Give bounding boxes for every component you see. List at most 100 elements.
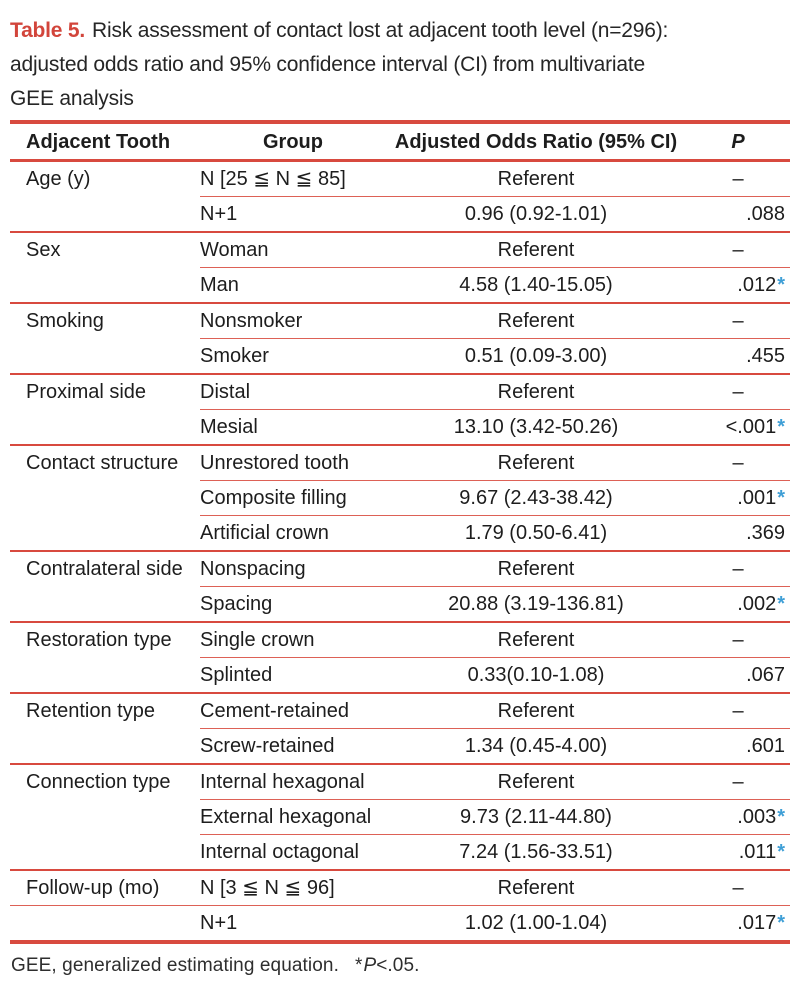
group-cell: N+1 bbox=[200, 905, 386, 940]
significance-star-icon: * bbox=[777, 416, 785, 438]
table-row: Contralateral side Nonspacing Referent – bbox=[10, 552, 790, 586]
factor-cell bbox=[10, 515, 200, 550]
p-value-cell: .011* bbox=[686, 834, 790, 869]
factor-cell bbox=[10, 196, 200, 231]
footnote-threshold: <.05. bbox=[376, 955, 420, 976]
odds-ratio-cell: Referent bbox=[497, 381, 575, 403]
group-cell: N+1 bbox=[200, 196, 386, 231]
odds-ratio-cell: Referent bbox=[497, 168, 575, 190]
factor-cell bbox=[10, 267, 200, 302]
p-value-cell: .017* bbox=[686, 905, 790, 940]
header-p-value: P bbox=[731, 131, 745, 153]
table-row: Mesial 13.10 (3.42-50.26) <.001* bbox=[10, 409, 790, 444]
group-cell: Internal hexagonal bbox=[200, 771, 365, 793]
table-row: Spacing 20.88 (3.19-136.81) .002* bbox=[10, 586, 790, 621]
table-row: N+1 0.96 (0.92-1.01) .088 bbox=[10, 196, 790, 231]
p-value-cell: .455 bbox=[686, 338, 790, 373]
group-cell: Distal bbox=[200, 381, 251, 403]
p-value-cell: .012* bbox=[686, 267, 790, 302]
factor-cell: Restoration type bbox=[26, 629, 172, 651]
group-cell: Man bbox=[200, 267, 386, 302]
odds-ratio-cell: Referent bbox=[497, 558, 575, 580]
table-section: Proximal side Distal Referent – Mesial 13.10 … bbox=[10, 375, 790, 446]
factor-cell: Proximal side bbox=[26, 381, 147, 403]
p-value-cell: <.001* bbox=[686, 409, 790, 444]
factor-cell: Contralateral side bbox=[26, 558, 183, 580]
table-section: Retention type Cement-retained Referent – Sc… bbox=[10, 694, 790, 765]
p-value-cell: – bbox=[732, 558, 744, 580]
p-value-cell: – bbox=[732, 381, 744, 403]
odds-ratio-cell: Referent bbox=[497, 629, 575, 651]
odds-ratio-cell: 20.88 (3.19-136.81) bbox=[386, 586, 686, 621]
factor-cell: Follow-up (mo) bbox=[26, 877, 160, 899]
odds-ratio-cell: 13.10 (3.42-50.26) bbox=[386, 409, 686, 444]
table-row: External hexagonal 9.73 (2.11-44.80) .003* bbox=[10, 799, 790, 834]
factor-cell bbox=[10, 480, 200, 515]
p-value-cell: – bbox=[732, 771, 744, 793]
table-header-row: Adjacent Tooth Group Adjusted Odds Ratio… bbox=[10, 124, 790, 162]
table-row: Restoration type Single crown Referent – bbox=[10, 623, 790, 657]
factor-cell bbox=[10, 657, 200, 692]
factor-cell bbox=[10, 338, 200, 373]
table-section: Smoking Nonsmoker Referent – Smoker 0.51 (0.0… bbox=[10, 304, 790, 375]
significance-star-icon: * bbox=[777, 806, 785, 828]
odds-ratio-cell: 0.96 (0.92-1.01) bbox=[386, 196, 686, 231]
table-section: Sex Woman Referent – Man 4.58 (1.40-15.05) .01… bbox=[10, 233, 790, 304]
significance-star-icon: * bbox=[777, 274, 785, 296]
table-row: Connection type Internal hexagonal Referen… bbox=[10, 765, 790, 799]
table-body: Age (y) N [25 ≦ N ≦ 85] Referent – N+1 0.96 (… bbox=[10, 162, 790, 940]
caption-line-2: adjusted odds ratio and 95% confidence i… bbox=[10, 53, 645, 76]
table-caption: Table 5. Risk assessment of contact lost … bbox=[10, 14, 790, 116]
group-cell: Splinted bbox=[200, 657, 386, 692]
risk-assessment-table: Adjacent Tooth Group Adjusted Odds Ratio… bbox=[10, 120, 790, 944]
table-row: Smoking Nonsmoker Referent – bbox=[10, 304, 790, 338]
header-group: Group bbox=[263, 131, 323, 153]
table-row: Sex Woman Referent – bbox=[10, 233, 790, 267]
factor-cell: Retention type bbox=[26, 700, 155, 722]
significance-star-icon: * bbox=[777, 487, 785, 509]
odds-ratio-cell: 9.73 (2.11-44.80) bbox=[386, 799, 686, 834]
group-cell: Smoker bbox=[200, 338, 386, 373]
table-row: Splinted 0.33(0.10-1.08) .067 bbox=[10, 657, 790, 692]
odds-ratio-cell: Referent bbox=[497, 239, 575, 261]
group-cell: Internal octagonal bbox=[200, 834, 386, 869]
table-row: Man 4.58 (1.40-15.05) .012* bbox=[10, 267, 790, 302]
group-cell: Mesial bbox=[200, 409, 386, 444]
odds-ratio-cell: Referent bbox=[497, 310, 575, 332]
factor-cell bbox=[10, 905, 200, 940]
footnote-p-symbol: P bbox=[363, 955, 377, 976]
caption-line-1: Risk assessment of contact lost at adjac… bbox=[92, 19, 669, 42]
p-value-cell: .601 bbox=[686, 728, 790, 763]
significance-star-icon: * bbox=[777, 841, 785, 863]
p-value-cell: – bbox=[732, 310, 744, 332]
odds-ratio-cell: 1.34 (0.45-4.00) bbox=[386, 728, 686, 763]
table-row: Internal octagonal 7.24 (1.56-33.51) .011* bbox=[10, 834, 790, 869]
table-row: Proximal side Distal Referent – bbox=[10, 375, 790, 409]
factor-cell: Sex bbox=[26, 239, 61, 261]
table-row: Composite filling 9.67 (2.43-38.42) .001* bbox=[10, 480, 790, 515]
factor-cell: Smoking bbox=[26, 310, 104, 332]
table-footnote: GEE, generalized estimating equation. *P<… bbox=[10, 955, 788, 977]
factor-cell: Contact structure bbox=[26, 452, 179, 474]
group-cell: Screw-retained bbox=[200, 728, 386, 763]
header-odds-ratio: Adjusted Odds Ratio (95% CI) bbox=[394, 131, 678, 153]
factor-cell bbox=[10, 728, 200, 763]
factor-cell: Connection type bbox=[26, 771, 171, 793]
p-value-cell: .003* bbox=[686, 799, 790, 834]
group-cell: Cement-retained bbox=[200, 700, 349, 722]
header-adjacent-tooth: Adjacent Tooth bbox=[26, 131, 171, 153]
p-value-cell: – bbox=[732, 239, 744, 261]
odds-ratio-cell: 1.79 (0.50-6.41) bbox=[386, 515, 686, 550]
table-row: Follow-up (mo) N [3 ≦ N ≦ 96] Referent – bbox=[10, 871, 790, 905]
table-row: Contact structure Unrestored tooth Referen… bbox=[10, 446, 790, 480]
significance-star-icon: * bbox=[777, 912, 785, 934]
group-cell: External hexagonal bbox=[200, 799, 386, 834]
group-cell: Unrestored tooth bbox=[200, 452, 349, 474]
footnote-abbreviation: GEE, generalized estimating equation. bbox=[11, 955, 339, 976]
odds-ratio-cell: Referent bbox=[497, 700, 575, 722]
odds-ratio-cell: Referent bbox=[497, 771, 575, 793]
p-value-cell: – bbox=[732, 168, 744, 190]
group-cell: Spacing bbox=[200, 586, 386, 621]
table-row: Screw-retained 1.34 (0.45-4.00) .601 bbox=[10, 728, 790, 763]
